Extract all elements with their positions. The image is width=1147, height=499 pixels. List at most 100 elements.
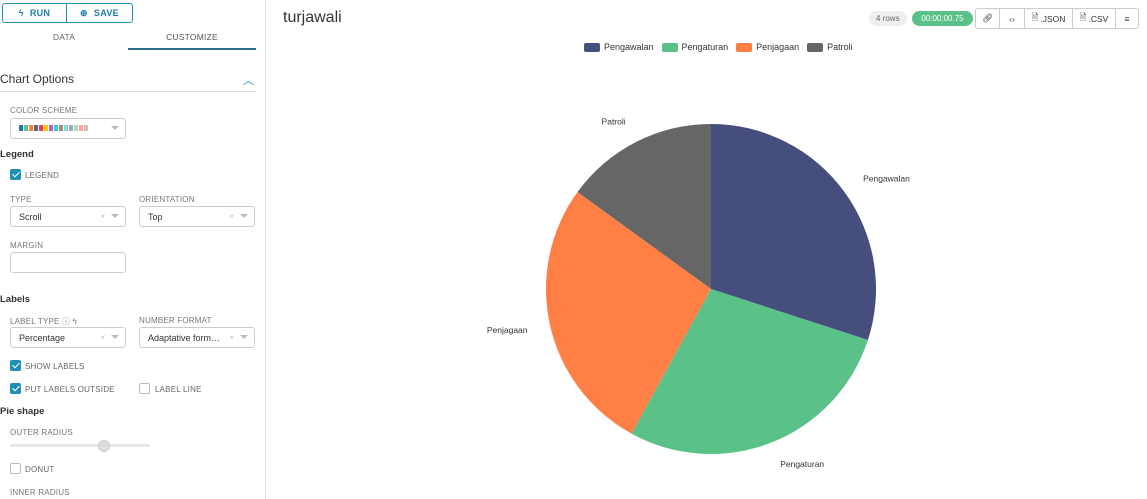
save-button[interactable]: ⊕ SAVE	[67, 3, 133, 23]
color-swatch	[54, 125, 58, 131]
clear-icon[interactable]: ×	[100, 212, 105, 221]
donut-checkbox[interactable]	[10, 463, 21, 474]
clear-icon[interactable]: ×	[229, 333, 234, 342]
legend-label: Penjagaan	[756, 42, 800, 52]
export-csv-label: .CSV	[1088, 13, 1109, 24]
row-count-badge: 4 rows	[869, 11, 907, 26]
pie-label: Pengaturan	[780, 459, 824, 469]
legend-orientation-value: Top	[148, 212, 163, 222]
outer-radius-label: OUTER RADIUS	[10, 428, 73, 437]
plus-circle-icon: ⊕	[80, 7, 88, 18]
chart-options-section-header[interactable]: Chart Options ︿	[0, 72, 256, 92]
color-swatch	[19, 125, 23, 131]
run-button[interactable]: ϟ RUN	[2, 3, 67, 23]
chart-title[interactable]: turjawali	[283, 9, 342, 26]
legend-swatch	[661, 42, 678, 52]
export-csv-button[interactable]: 🗎︎ .CSV	[1072, 8, 1116, 29]
legend-item[interactable]: Pengawalan	[584, 42, 654, 52]
put-labels-outside-label: PUT LABELS OUTSIDE	[25, 385, 115, 394]
label-line-checkbox[interactable]	[139, 383, 150, 394]
save-button-label: SAVE	[93, 8, 119, 18]
margin-label: MARGIN	[10, 241, 44, 250]
put-labels-outside-checkbox[interactable]	[10, 383, 21, 394]
color-swatch	[69, 125, 73, 131]
run-button-label: RUN	[29, 8, 51, 18]
export-json-label: .JSON	[1040, 13, 1066, 24]
tab-data[interactable]: DATA	[52, 32, 76, 42]
hamburger-icon: ≡	[1124, 13, 1130, 24]
color-swatch	[34, 125, 38, 131]
orientation-label: ORIENTATION	[139, 195, 195, 204]
info-icon[interactable]: ⓘ	[62, 317, 71, 326]
color-swatches	[19, 125, 89, 131]
embed-code-button[interactable]: ‹›	[999, 8, 1025, 29]
legend-type-value: Scroll	[19, 212, 42, 222]
color-swatch	[24, 125, 28, 131]
color-swatch	[64, 125, 68, 131]
legend-label: Patroli	[827, 42, 853, 52]
inner-radius-label: INNER RADIUS	[10, 488, 70, 497]
legend-swatch	[736, 42, 753, 52]
number-format-select[interactable]: Adaptative form… ×	[139, 327, 255, 348]
pie-slice-patroli[interactable]	[577, 123, 711, 289]
clear-icon[interactable]: ×	[100, 333, 105, 342]
pie-slice-pengaturan[interactable]	[631, 289, 868, 454]
query-time-badge: 00:00:00.75	[912, 11, 973, 26]
chevron-down-icon	[111, 126, 119, 130]
pie-slice-penjagaan[interactable]	[546, 192, 711, 434]
legend-orientation-select[interactable]: Top ×	[139, 206, 255, 227]
legend-item[interactable]: Patroli	[807, 42, 853, 52]
chevron-up-icon[interactable]: ︿	[243, 75, 254, 87]
chevron-down-icon	[111, 214, 119, 218]
show-labels-checkbox[interactable]	[10, 360, 21, 371]
legend-item[interactable]: Pengaturan	[661, 42, 729, 52]
pie-label: Patroli	[602, 116, 626, 126]
share-link-button[interactable]: 🔗︎	[975, 8, 1000, 29]
label-type-label-text: LABEL TYPE	[10, 317, 60, 326]
legend-header: Legend	[0, 149, 34, 160]
color-swatch	[44, 125, 48, 131]
legend-item[interactable]: Penjagaan	[736, 42, 799, 52]
chevron-down-icon	[240, 214, 248, 218]
label-type-value: Percentage	[19, 333, 66, 343]
chevron-down-icon	[111, 335, 119, 339]
more-menu-button[interactable]: ≡	[1115, 8, 1139, 29]
chevron-down-icon	[240, 335, 248, 339]
query-buttons: ϟ RUN ⊕ SAVE	[2, 3, 133, 23]
label-line-label: LABEL LINE	[155, 385, 202, 394]
link-icon: 🔗︎	[982, 13, 993, 23]
color-swatch	[79, 125, 83, 131]
color-swatch	[59, 125, 63, 131]
clear-icon[interactable]: ×	[229, 212, 234, 221]
tab-customize[interactable]: CUSTOMIZE	[128, 26, 256, 50]
legend-type-select[interactable]: Scroll ×	[10, 206, 126, 227]
color-swatch	[84, 125, 88, 131]
pie-slice-pengawalan[interactable]	[711, 124, 876, 340]
bolt-icon: ϟ	[18, 8, 24, 18]
margin-input[interactable]	[10, 252, 126, 273]
color-swatch	[74, 125, 78, 131]
bolt-icon: ϟ	[72, 317, 78, 326]
color-scheme-label: COLOR SCHEME	[10, 106, 78, 115]
label-type-select[interactable]: Percentage ×	[10, 327, 126, 348]
legend-swatch	[584, 42, 600, 52]
chart-legend: Pengawalan Pengaturan Penjagaan Patroli	[584, 42, 861, 52]
legend-label: Pengaturan	[681, 42, 729, 52]
pie-shape-header: Pie shape	[0, 406, 45, 417]
color-swatch	[39, 125, 43, 131]
export-json-button[interactable]: 🗎︎ .JSON	[1024, 8, 1073, 29]
chart-options-title: Chart Options	[0, 72, 75, 86]
panel-tabs: DATA CUSTOMIZE	[0, 26, 256, 50]
color-scheme-select[interactable]	[10, 118, 126, 139]
number-format-label: NUMBER FORMAT	[139, 316, 212, 325]
outer-radius-slider[interactable]	[10, 444, 150, 447]
legend-checkbox[interactable]	[10, 169, 21, 180]
type-label: TYPE	[10, 195, 32, 204]
legend-swatch	[807, 42, 824, 52]
donut-label: DONUT	[25, 465, 55, 474]
color-swatch	[49, 125, 53, 131]
label-type-label: LABEL TYPE ⓘ ϟ	[10, 316, 77, 327]
number-format-value: Adaptative form…	[148, 333, 221, 343]
outer-radius-slider-handle[interactable]	[97, 440, 110, 452]
file-icon: 🗎︎	[1031, 11, 1039, 22]
